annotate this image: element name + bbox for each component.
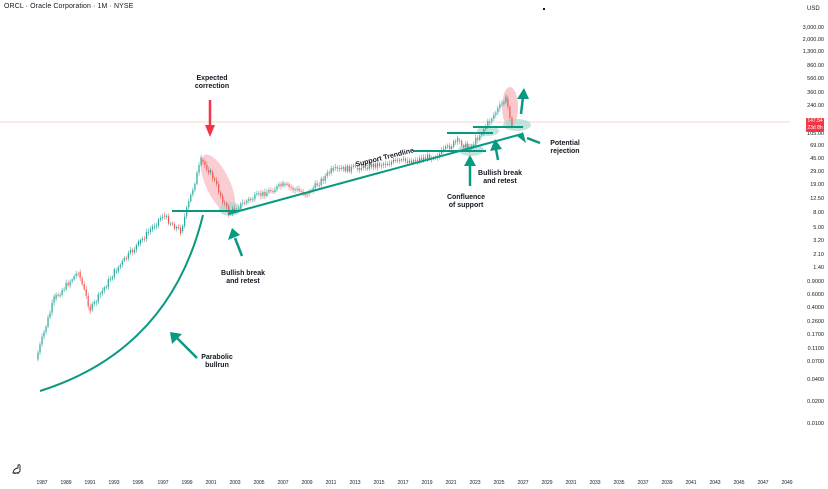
y-tick-label: 0.9000: [807, 279, 824, 285]
x-tick-label: 1995: [132, 480, 144, 486]
bullish-break-arrow-1: [228, 228, 244, 257]
x-tick-label: 2033: [589, 480, 601, 486]
y-tick-label: 1.40: [813, 265, 824, 271]
y-tick-label: 0.2600: [807, 319, 824, 325]
x-tick-label: 2019: [421, 480, 433, 486]
upside-arrow: [517, 88, 529, 115]
label-potential-rejection: Potential rejection: [550, 140, 580, 155]
y-tick-label: 0.4000: [807, 305, 824, 311]
tradingview-logo-icon[interactable]: [10, 462, 24, 476]
x-tick-label: 2015: [373, 480, 385, 486]
x-tick-label: 2035: [613, 480, 625, 486]
y-tick-label: 8.00: [813, 210, 824, 216]
y-tick-label: 560.00: [807, 76, 824, 82]
y-tick-label: 3,000.00: [802, 25, 824, 31]
price-chart[interactable]: [0, 0, 790, 476]
potential-rejection-arrow: [517, 132, 541, 145]
y-tick-label: 0.6000: [807, 292, 824, 298]
bar-countdown: 23d 8h: [807, 124, 823, 131]
currency-label[interactable]: USD: [807, 6, 820, 12]
x-tick-label: 2047: [757, 480, 769, 486]
y-tick-label: 5.00: [813, 225, 824, 231]
y-tick-label: 2,000.00: [802, 37, 824, 43]
label-confluence: Confluence of support: [446, 194, 486, 209]
x-tick-label: 2017: [397, 480, 409, 486]
x-tick-label: 2049: [781, 480, 793, 486]
y-tick-label: 0.0400: [807, 377, 824, 383]
y-tick-label: 2.10: [813, 252, 824, 258]
x-tick-label: 2043: [709, 480, 721, 486]
x-tick-label: 2025: [493, 480, 505, 486]
y-tick-label: 0.0200: [807, 399, 824, 405]
support-trendline: [227, 133, 523, 215]
chart-title: ORCL · Oracle Corporation · 1M · NYSE: [4, 3, 134, 10]
x-tick-label: 2027: [517, 480, 529, 486]
x-tick-label: 2045: [733, 480, 745, 486]
x-tick-label: 1997: [157, 480, 169, 486]
candlestick-series: [37, 94, 513, 362]
y-tick-label: 860.00: [807, 63, 824, 69]
x-tick-label: 1987: [36, 480, 48, 486]
x-tick-label: 2005: [253, 480, 265, 486]
rejection-highlight: [503, 119, 531, 131]
confluence-arrow: [464, 155, 476, 186]
label-parabolic: Parabolic bullrun: [201, 354, 233, 369]
y-tick-label: 240.00: [807, 103, 824, 109]
x-tick-label: 1999: [181, 480, 193, 486]
x-tick-label: 2001: [205, 480, 217, 486]
x-tick-label: 2009: [301, 480, 313, 486]
x-tick-label: 2007: [277, 480, 289, 486]
x-tick-label: 1991: [84, 480, 96, 486]
parabolic-arrow: [170, 332, 198, 359]
y-tick-label: 0.1700: [807, 332, 824, 338]
label-bullish-break-2: Bullish break and retest: [478, 170, 522, 185]
x-tick-label: 2041: [685, 480, 697, 486]
y-tick-label: 45.00: [810, 156, 824, 162]
x-tick-label: 2003: [229, 480, 241, 486]
y-tick-label: 360.00: [807, 90, 824, 96]
x-tick-label: 2023: [469, 480, 481, 486]
y-tick-label: 0.0700: [807, 359, 824, 365]
price-axis[interactable]: 3,000.00 2,000.00 1,300.00 860.00 560.00 360.…: [790, 0, 828, 489]
x-tick-label: 2029: [541, 480, 553, 486]
y-tick-label: 29.00: [810, 169, 824, 175]
time-axis[interactable]: 1987 1989 1991 1993 1995 1997 1999 2001 2003 2005…: [0, 476, 793, 489]
y-tick-label: 19.00: [810, 182, 824, 188]
x-tick-label: 2021: [445, 480, 457, 486]
status-dot: [543, 8, 545, 10]
correction-highlight: [200, 154, 236, 214]
label-expected-correction: Expected correction: [194, 75, 230, 90]
bullish-break-arrow-2: [490, 139, 502, 161]
y-tick-label: 12.50: [810, 196, 824, 202]
x-tick-label: 2031: [565, 480, 577, 486]
current-price-tag: 147.54 23d 8h: [806, 118, 824, 132]
x-tick-label: 2037: [637, 480, 649, 486]
x-tick-label: 2011: [325, 480, 337, 486]
y-tick-label: 0.1100: [807, 346, 824, 352]
label-bullish-break-1: Bullish break and retest: [221, 270, 265, 285]
current-price: 147.54: [807, 118, 823, 124]
y-tick-label: 1,300.00: [802, 49, 824, 55]
x-tick-label: 2039: [661, 480, 673, 486]
x-tick-label: 1993: [108, 480, 120, 486]
x-tick-label: 1989: [60, 480, 72, 486]
y-tick-label: 0.0100: [807, 421, 824, 427]
y-tick-label: 69.00: [810, 143, 824, 149]
x-tick-label: 2013: [349, 480, 361, 486]
y-tick-label: 3.20: [813, 238, 824, 244]
expected-correction-arrow: [205, 100, 215, 137]
parabolic-curve: [39, 214, 204, 392]
y-tick-label: 105.00: [807, 131, 824, 137]
